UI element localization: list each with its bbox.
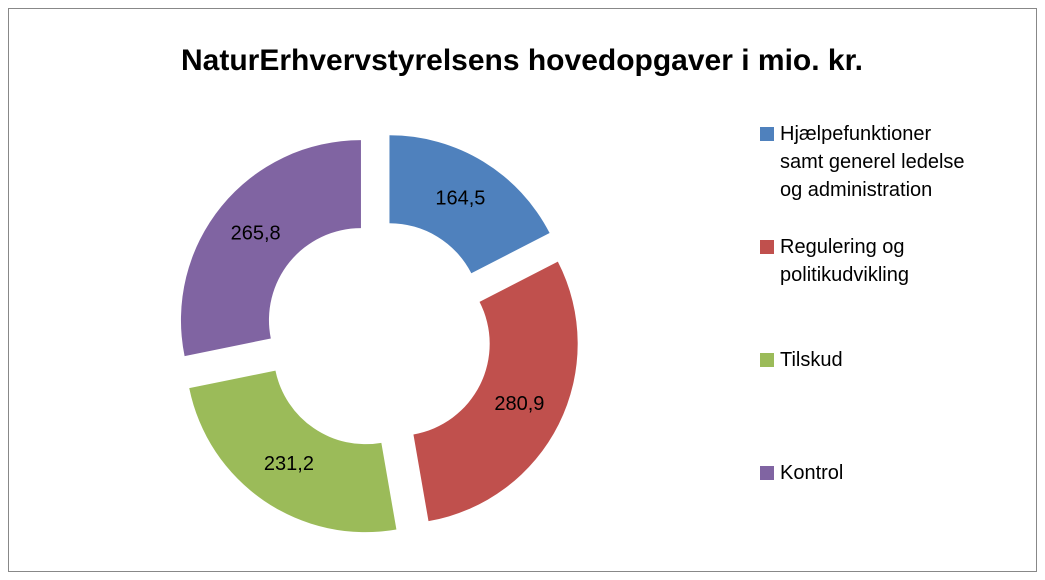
legend-label: Regulering og politikudvikling (780, 236, 909, 286)
legend-swatch (760, 353, 774, 367)
legend-swatch (760, 240, 774, 254)
donut-segment (180, 140, 361, 357)
legend-item: Tilskud (760, 346, 980, 459)
data-label: 280,9 (494, 393, 544, 415)
donut-segment (413, 261, 578, 522)
legend-label: Hjælpefunktioner samt generel ledelse og… (780, 123, 965, 201)
data-label: 265,8 (231, 222, 281, 244)
legend: Hjælpefunktioner samt generel ledelse og… (760, 120, 980, 572)
legend-swatch (760, 127, 774, 141)
legend-label: Kontrol (780, 462, 844, 484)
data-label: 164,5 (435, 187, 485, 209)
chart-title: NaturErhvervstyrelsens hovedopgaver i mi… (181, 44, 863, 77)
legend-label: Tilskud (780, 349, 843, 371)
legend-item: Regulering og politikudvikling (760, 233, 980, 346)
legend-item: Kontrol (760, 459, 980, 572)
legend-item: Hjælpefunktioner samt generel ledelse og… (760, 120, 980, 233)
legend-swatch (760, 466, 774, 480)
donut-segment (389, 135, 550, 274)
donut-segment (189, 370, 397, 533)
data-label: 231,2 (264, 453, 314, 475)
